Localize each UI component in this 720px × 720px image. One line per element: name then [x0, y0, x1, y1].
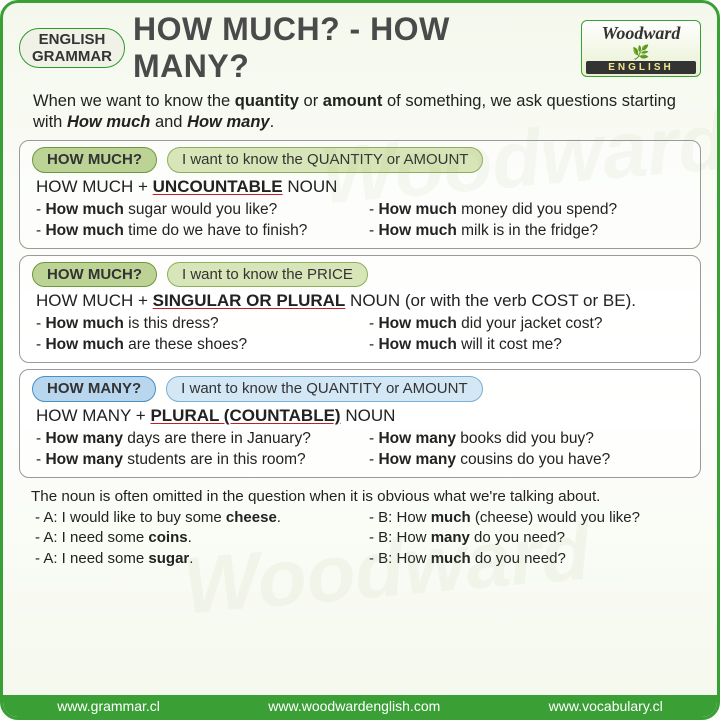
footer-link[interactable]: www.vocabulary.cl: [549, 698, 663, 714]
footer-link[interactable]: www.woodwardenglish.com: [268, 698, 440, 714]
pill-desc: I want to know the PRICE: [167, 262, 368, 287]
badge-line2: GRAMMAR: [32, 48, 112, 65]
footer-links: www.grammar.cl www.woodwardenglish.com w…: [3, 695, 717, 717]
pill-desc: I want to know the QUANTITY or AMOUNT: [166, 376, 482, 401]
pill-desc: I want to know the QUANTITY or AMOUNT: [167, 147, 483, 172]
col-left: - How much sugar would you like? - How m…: [32, 199, 355, 242]
formula: HOW MUCH + SINGULAR OR PLURAL NOUN (or w…: [36, 291, 688, 311]
formula: HOW MUCH + UNCOUNTABLE NOUN: [36, 177, 688, 197]
col-left: - How much is this dress? - How much are…: [32, 313, 355, 356]
pill-how-much: HOW MUCH?: [32, 147, 157, 172]
col-right: - How much did your jacket cost? - How m…: [365, 313, 688, 356]
section-how-much-quantity: HOW MUCH? I want to know the QUANTITY or…: [19, 140, 701, 249]
logo-sub: ENGLISH: [586, 61, 696, 74]
examples: - How many days are there in January? - …: [32, 428, 688, 471]
woodward-logo: Woodward 🌿 ENGLISH: [581, 20, 701, 77]
logo-brand: Woodward: [586, 23, 696, 44]
col-left: - How many days are there in January? - …: [32, 428, 355, 471]
fern-icon: 🌿: [586, 44, 696, 61]
pill-how-much: HOW MUCH?: [32, 262, 157, 287]
col-right: - How many books did you buy? - How many…: [365, 428, 688, 471]
examples: - How much is this dress? - How much are…: [32, 313, 688, 356]
formula: HOW MANY + PLURAL (COUNTABLE) NOUN: [36, 406, 688, 426]
col-right: - B: How much (cheese) would you like? -…: [365, 507, 689, 570]
intro-text: When we want to know the quantity or amo…: [19, 85, 701, 140]
badge-line1: ENGLISH: [32, 31, 112, 48]
footer-link[interactable]: www.grammar.cl: [57, 698, 160, 714]
section-how-much-price: HOW MUCH? I want to know the PRICE HOW M…: [19, 255, 701, 364]
examples: - How much sugar would you like? - How m…: [32, 199, 688, 242]
col-right: - How much money did you spend? - How mu…: [365, 199, 688, 242]
page-title: HOW MUCH? - HOW MANY?: [133, 11, 573, 85]
grammar-card: Woodward Woodward ENGLISH GRAMMAR HOW MU…: [0, 0, 720, 720]
header: ENGLISH GRAMMAR HOW MUCH? - HOW MANY? Wo…: [19, 11, 701, 85]
section-how-many: HOW MANY? I want to know the QUANTITY or…: [19, 369, 701, 478]
pill-how-many: HOW MANY?: [32, 376, 156, 401]
omission-examples: - A: I would like to buy some cheese. - …: [19, 507, 701, 570]
omission-note: The noun is often omitted in the questio…: [19, 484, 701, 507]
col-left: - A: I would like to buy some cheese. - …: [31, 507, 355, 570]
badge-english-grammar: ENGLISH GRAMMAR: [19, 28, 125, 69]
